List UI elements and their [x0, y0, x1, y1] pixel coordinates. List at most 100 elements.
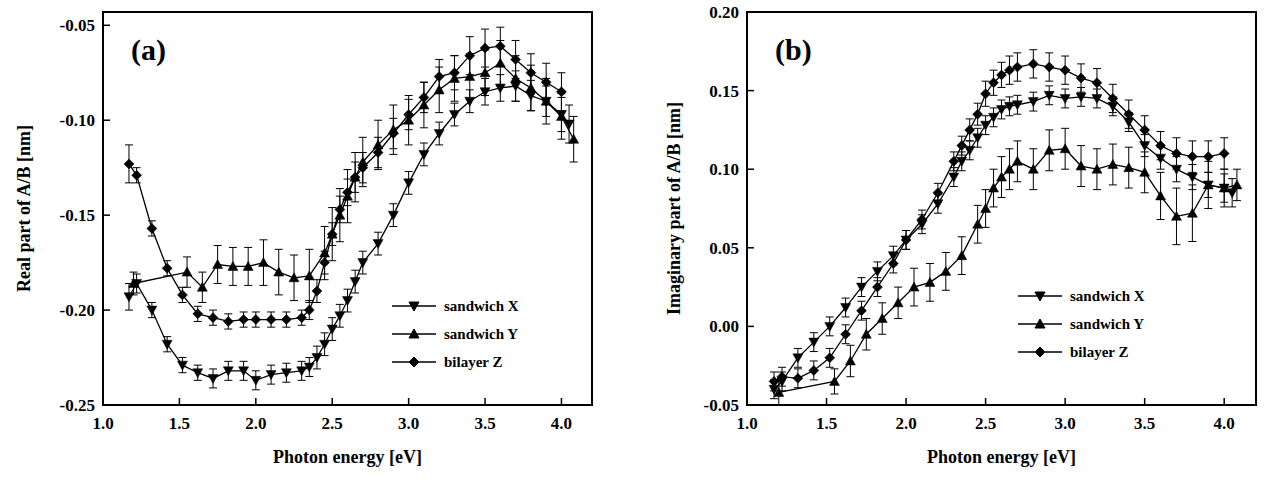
error-bar	[374, 120, 382, 169]
data-point	[197, 282, 207, 291]
error-bar	[389, 118, 397, 148]
data-point	[1076, 73, 1086, 83]
error-bar	[328, 208, 336, 261]
data-point	[335, 204, 345, 214]
error-bar	[1045, 130, 1053, 171]
error-bar	[1005, 56, 1013, 84]
error-bar	[862, 319, 870, 350]
figure: 1.01.52.02.53.03.54.0-0.25-0.20-0.15-0.1…	[0, 0, 1278, 480]
legend-marker	[409, 329, 419, 338]
error-bar	[1157, 172, 1165, 219]
data-point	[480, 68, 490, 77]
error-bar	[259, 240, 267, 286]
data-point	[933, 188, 943, 198]
error-bar	[321, 333, 329, 356]
data-point	[925, 277, 935, 286]
data-point	[243, 261, 253, 270]
error-bar	[496, 27, 504, 65]
data-point	[1203, 180, 1213, 189]
y-tick-label: -0.20	[60, 301, 95, 320]
data-point	[449, 111, 459, 120]
data-point	[841, 329, 851, 339]
error-bar	[1013, 53, 1021, 81]
error-bar	[950, 152, 958, 171]
error-bar	[902, 231, 910, 250]
error-bar	[858, 301, 866, 320]
error-bar	[958, 136, 966, 155]
data-point	[388, 129, 398, 139]
error-bar	[420, 143, 428, 166]
data-point	[465, 51, 475, 61]
error-bar	[282, 312, 290, 327]
data-point	[1187, 173, 1197, 182]
x-tick	[1144, 398, 1146, 405]
error-bar	[148, 302, 156, 317]
error-bar	[435, 59, 443, 93]
error-bar	[1125, 100, 1133, 128]
error-bar	[209, 369, 217, 388]
data-point	[177, 290, 187, 300]
data-point	[825, 353, 835, 363]
data-point	[1171, 148, 1181, 158]
plot-area	[124, 27, 579, 390]
error-bar	[794, 348, 802, 367]
error-bar	[359, 251, 367, 274]
data-point	[845, 356, 855, 365]
data-point	[419, 150, 429, 159]
data-point	[909, 282, 919, 291]
data-point	[997, 70, 1007, 80]
error-bar	[183, 257, 191, 287]
error-bar	[450, 56, 458, 90]
panel: 1.01.52.02.53.03.54.0-0.050.000.050.100.…	[664, 3, 1256, 467]
data-point	[949, 156, 959, 166]
data-point	[1124, 109, 1134, 119]
legend-marker	[1035, 347, 1045, 357]
error-bar	[209, 310, 217, 325]
error-bar	[420, 82, 428, 128]
error-bar	[889, 254, 897, 273]
data-point	[266, 315, 276, 325]
error-bar	[130, 272, 138, 295]
data-point	[989, 78, 999, 88]
data-point	[957, 251, 967, 260]
data-point	[973, 219, 983, 228]
series-line	[134, 63, 574, 287]
error-bar	[178, 287, 186, 302]
error-bar	[1029, 92, 1037, 111]
data-point	[901, 236, 911, 245]
error-bar	[826, 348, 834, 367]
data-point	[1171, 211, 1181, 220]
data-point	[239, 315, 249, 325]
x-tick-label: 1.5	[169, 414, 190, 433]
error-bar	[998, 62, 1006, 87]
error-bar	[305, 249, 313, 302]
data-point	[541, 77, 551, 87]
x-tick-label: 1.5	[816, 414, 837, 433]
data-point	[1092, 78, 1102, 88]
error-bar	[275, 249, 283, 295]
data-point	[147, 306, 157, 315]
data-point	[1124, 163, 1134, 172]
data-point	[162, 340, 172, 349]
data-point	[1203, 152, 1213, 162]
x-tick	[1064, 398, 1066, 405]
data-point	[861, 329, 871, 338]
data-point	[526, 68, 536, 78]
data-point	[569, 134, 579, 143]
error-bar	[1172, 188, 1180, 245]
data-point	[147, 223, 157, 233]
data-point	[449, 68, 459, 78]
panel: 1.01.52.02.53.03.54.0-0.25-0.20-0.15-0.1…	[14, 12, 592, 467]
data-point	[1060, 94, 1070, 103]
error-bar	[570, 116, 578, 162]
x-tick	[826, 398, 828, 405]
y-tick	[103, 119, 110, 121]
data-point	[774, 387, 784, 396]
error-bar	[305, 358, 313, 377]
error-bar	[481, 29, 489, 67]
error-bar	[974, 205, 982, 243]
error-bar	[1045, 86, 1053, 105]
error-bar	[1005, 149, 1013, 190]
error-bar	[374, 232, 382, 255]
data-point	[297, 367, 307, 376]
